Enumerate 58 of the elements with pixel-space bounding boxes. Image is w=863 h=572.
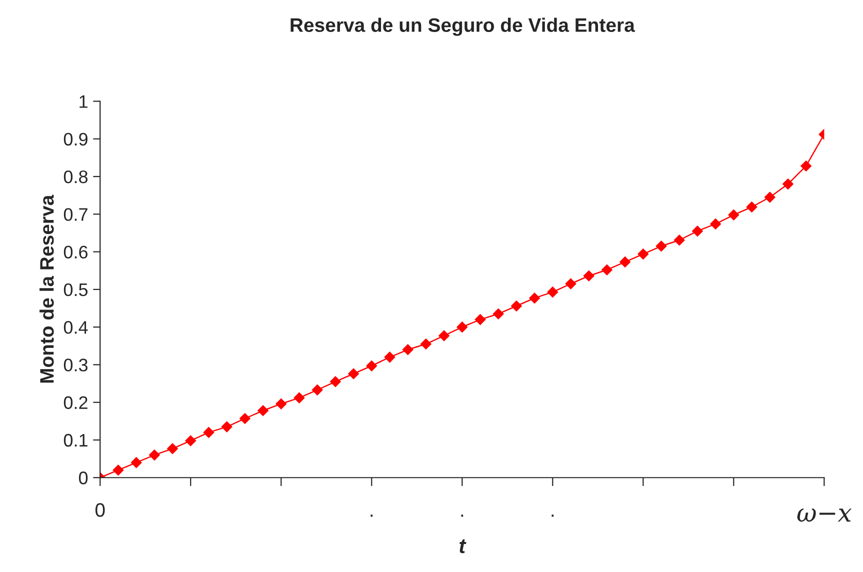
point: [167, 443, 178, 454]
point: [728, 209, 740, 220]
point: [620, 256, 630, 268]
point: [130, 457, 142, 468]
point: [474, 314, 486, 325]
point: [221, 421, 232, 432]
x-axis-title: t: [460, 539, 466, 554]
point: [547, 286, 558, 298]
x-tick-label: .: [461, 514, 464, 517]
chart-title: Reserva de un Seguro de Vida Entera: [290, 18, 635, 36]
point: [710, 218, 721, 230]
point: [276, 398, 287, 410]
y-tick-label: 0.9: [64, 132, 88, 146]
point: [366, 360, 378, 372]
y-tick-label: 0.7: [64, 208, 88, 221]
point: [638, 248, 649, 260]
point: [420, 338, 432, 350]
y-tick-label: 0: [78, 472, 88, 484]
point: [384, 352, 396, 363]
point: [764, 192, 776, 203]
point: [203, 427, 214, 438]
point: [782, 178, 794, 190]
point: [258, 405, 268, 416]
y-tick-label: 1: [80, 95, 88, 108]
point: [402, 344, 414, 356]
point: [692, 226, 703, 237]
point: [746, 202, 758, 212]
x-tick-label: ω−x: [797, 508, 852, 522]
point: [800, 160, 812, 172]
x-tick-label: 0: [95, 503, 105, 517]
point: [438, 330, 450, 342]
point: [583, 270, 594, 282]
point: [529, 292, 540, 304]
point: [456, 322, 468, 332]
y-tick-label: 0.4: [64, 321, 88, 334]
point: [312, 384, 323, 396]
point: [674, 234, 685, 246]
y-tick-label: 0.8: [64, 170, 88, 184]
point: [511, 300, 522, 312]
point: [148, 450, 160, 460]
y-tick-label: 0.6: [64, 246, 88, 259]
y-axis-title: Monto de la Reserva: [40, 194, 54, 383]
point: [185, 435, 196, 446]
y-tick-label: 0.2: [64, 396, 88, 410]
x-tick-label: .: [552, 514, 554, 517]
point: [602, 264, 612, 276]
point: [492, 308, 504, 320]
point: [239, 413, 250, 424]
point: [294, 392, 305, 404]
point: [565, 278, 576, 290]
y-tick-label: 0.1: [64, 434, 88, 447]
point: [330, 376, 341, 388]
y-tick-label: 0.3: [64, 358, 88, 372]
point: [112, 464, 124, 476]
point: [348, 368, 359, 380]
y-tick-label: 0.5: [64, 283, 88, 296]
x-tick-label: .: [370, 514, 373, 517]
point: [656, 240, 667, 252]
